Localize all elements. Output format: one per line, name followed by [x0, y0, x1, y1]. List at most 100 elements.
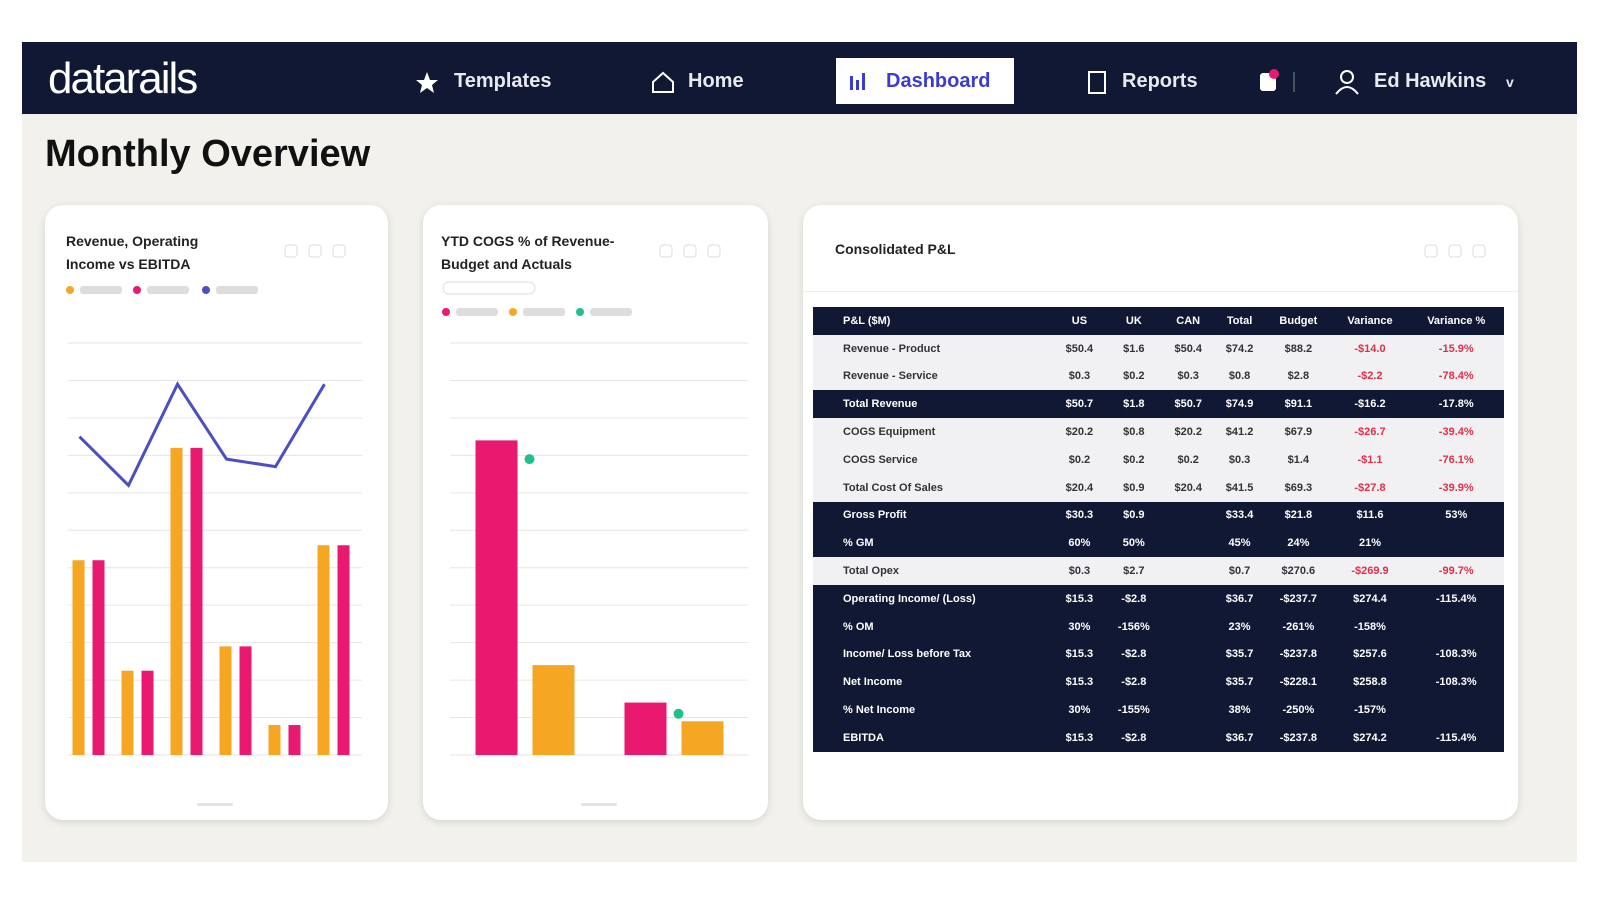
row-label: Revenue - Service	[843, 370, 938, 383]
table-cell: 53%	[1445, 509, 1468, 522]
card-tool-icon[interactable]	[332, 244, 346, 258]
card-title: Consolidated P&L	[835, 241, 956, 257]
table-cell: $274.4	[1353, 592, 1387, 605]
table-cell: 30%	[1068, 704, 1091, 717]
legend-pill	[442, 281, 536, 295]
card-tool-icon[interactable]	[1472, 244, 1486, 258]
legend-marker	[133, 286, 141, 294]
table-cell: 50%	[1122, 537, 1145, 550]
row-label: COGS Service	[843, 453, 918, 466]
table-cell: $0.3	[1228, 453, 1251, 466]
table-row: % OM 30% -156% 23% -261% -158%	[813, 612, 1504, 641]
table-cell: $0.2	[1123, 453, 1145, 466]
table-cell: -108.3%	[1435, 676, 1477, 689]
column-header: P&L ($M)	[843, 314, 891, 327]
column-header: Budget	[1279, 314, 1318, 327]
table-cell	[1408, 529, 1504, 557]
table-cell: $0.8	[1228, 370, 1251, 383]
notification-dot	[1269, 69, 1279, 79]
table-cell: -250%	[1282, 704, 1315, 717]
scroll-hint	[197, 803, 233, 806]
table-cell: $74.2	[1225, 342, 1254, 355]
table-cell: $0.2	[1177, 453, 1199, 466]
table-cell: -$1.1	[1357, 453, 1383, 466]
table-cell: $257.6	[1353, 648, 1387, 661]
table-cell: -17.8%	[1438, 398, 1474, 411]
card-tool-icon[interactable]	[1448, 244, 1462, 258]
nav-dashboard[interactable]: Dashboard	[886, 70, 991, 92]
table-cell	[1408, 613, 1504, 641]
table-cell: -$269.9	[1351, 565, 1389, 578]
user-icon-body	[1335, 86, 1359, 95]
card-title: Revenue, Operating Income vs EBITDA	[66, 233, 199, 272]
row-label: Net Income	[843, 676, 903, 689]
table-cell: -115.4%	[1436, 592, 1477, 605]
page-title: Monthly Overview	[45, 133, 371, 175]
table-cell: -$237.7	[1279, 592, 1318, 605]
row-label: % Net Income	[843, 704, 916, 717]
table-cell: $0.7	[1228, 565, 1251, 578]
table-cell: $15.3	[1065, 648, 1094, 661]
table-cell	[1163, 724, 1214, 752]
user-name[interactable]: Ed Hawkins	[1374, 70, 1487, 92]
table-cell	[1163, 585, 1214, 613]
nav-reports[interactable]: Reports	[1122, 70, 1198, 92]
table-cell: $35.7	[1225, 648, 1254, 661]
card-tool-icon[interactable]	[659, 244, 673, 258]
card-tool-icon[interactable]	[1424, 244, 1438, 258]
row-label: Income/ Loss before Tax	[843, 648, 972, 661]
table-cell: $88.2	[1284, 342, 1313, 355]
row-label: Revenue - Product	[843, 342, 941, 355]
table-cell: -$2.8	[1121, 731, 1147, 744]
table-cell: $0.2	[1068, 453, 1091, 466]
nav-templates[interactable]: Templates	[454, 70, 552, 92]
table-cell	[1163, 696, 1214, 724]
table-row: Net Income $15.3 -$2.8 $35.7 -$228.1 $258.8 -1…	[813, 668, 1504, 697]
card-tool-icon[interactable]	[707, 244, 721, 258]
table-cell: $20.4	[1174, 481, 1202, 494]
table-cell: $69.3	[1284, 481, 1313, 494]
table-cell: -156%	[1117, 620, 1150, 633]
table-row: Revenue - Service $0.3 $0.2 $0.3 $0.8 $2.8 -$2…	[813, 362, 1504, 391]
row-label: EBITDA	[843, 731, 884, 744]
table-cell: -$2.8	[1121, 676, 1147, 689]
legend-marker	[66, 286, 74, 294]
legend-placeholder	[80, 286, 122, 294]
card-tool-icon[interactable]	[308, 244, 322, 258]
table-cell: -78.4%	[1438, 370, 1474, 383]
column-header: Variance %	[1427, 314, 1486, 327]
table-row: COGS Equipment $20.2 $0.8 $20.2 $41.2 $67.9 -$…	[813, 418, 1504, 446]
scroll-hint	[581, 803, 617, 806]
user-caret[interactable]: v	[1506, 74, 1514, 90]
table-cell: -$27.8	[1354, 481, 1386, 494]
bar	[317, 545, 330, 755]
table-cell: $50.4	[1065, 342, 1094, 355]
bar	[475, 440, 518, 755]
bar	[121, 670, 134, 755]
row-label: Gross Profit	[843, 509, 907, 522]
table-cell: -15.9%	[1438, 342, 1474, 355]
table-cell: $0.9	[1123, 481, 1145, 494]
card-tool-icon[interactable]	[284, 244, 298, 258]
table-cell: $20.2	[1065, 426, 1094, 439]
table-cell: $41.5	[1225, 481, 1254, 494]
table-cell: $30.3	[1065, 509, 1094, 522]
bar	[624, 702, 667, 755]
row-label: COGS Equipment	[843, 426, 936, 439]
bar	[532, 665, 575, 755]
bar	[288, 725, 301, 755]
table-cell: $270.6	[1281, 565, 1316, 578]
table-cell: -108.3%	[1435, 648, 1477, 661]
table-cell: -157%	[1354, 704, 1386, 717]
logo[interactable]: datarails	[48, 54, 198, 103]
row-label: % GM	[843, 537, 874, 550]
table-cell: -$2.2	[1357, 370, 1383, 383]
nav-dashboard-active[interactable]: Dashboard	[836, 58, 1014, 104]
card-tool-icon[interactable]	[683, 244, 697, 258]
table-cell: $21.8	[1284, 509, 1313, 522]
nav-home[interactable]: Home	[688, 70, 744, 92]
table-cell: $74.9	[1225, 398, 1254, 411]
table-cell: $20.2	[1174, 426, 1202, 439]
table-cell: -155%	[1117, 704, 1150, 717]
